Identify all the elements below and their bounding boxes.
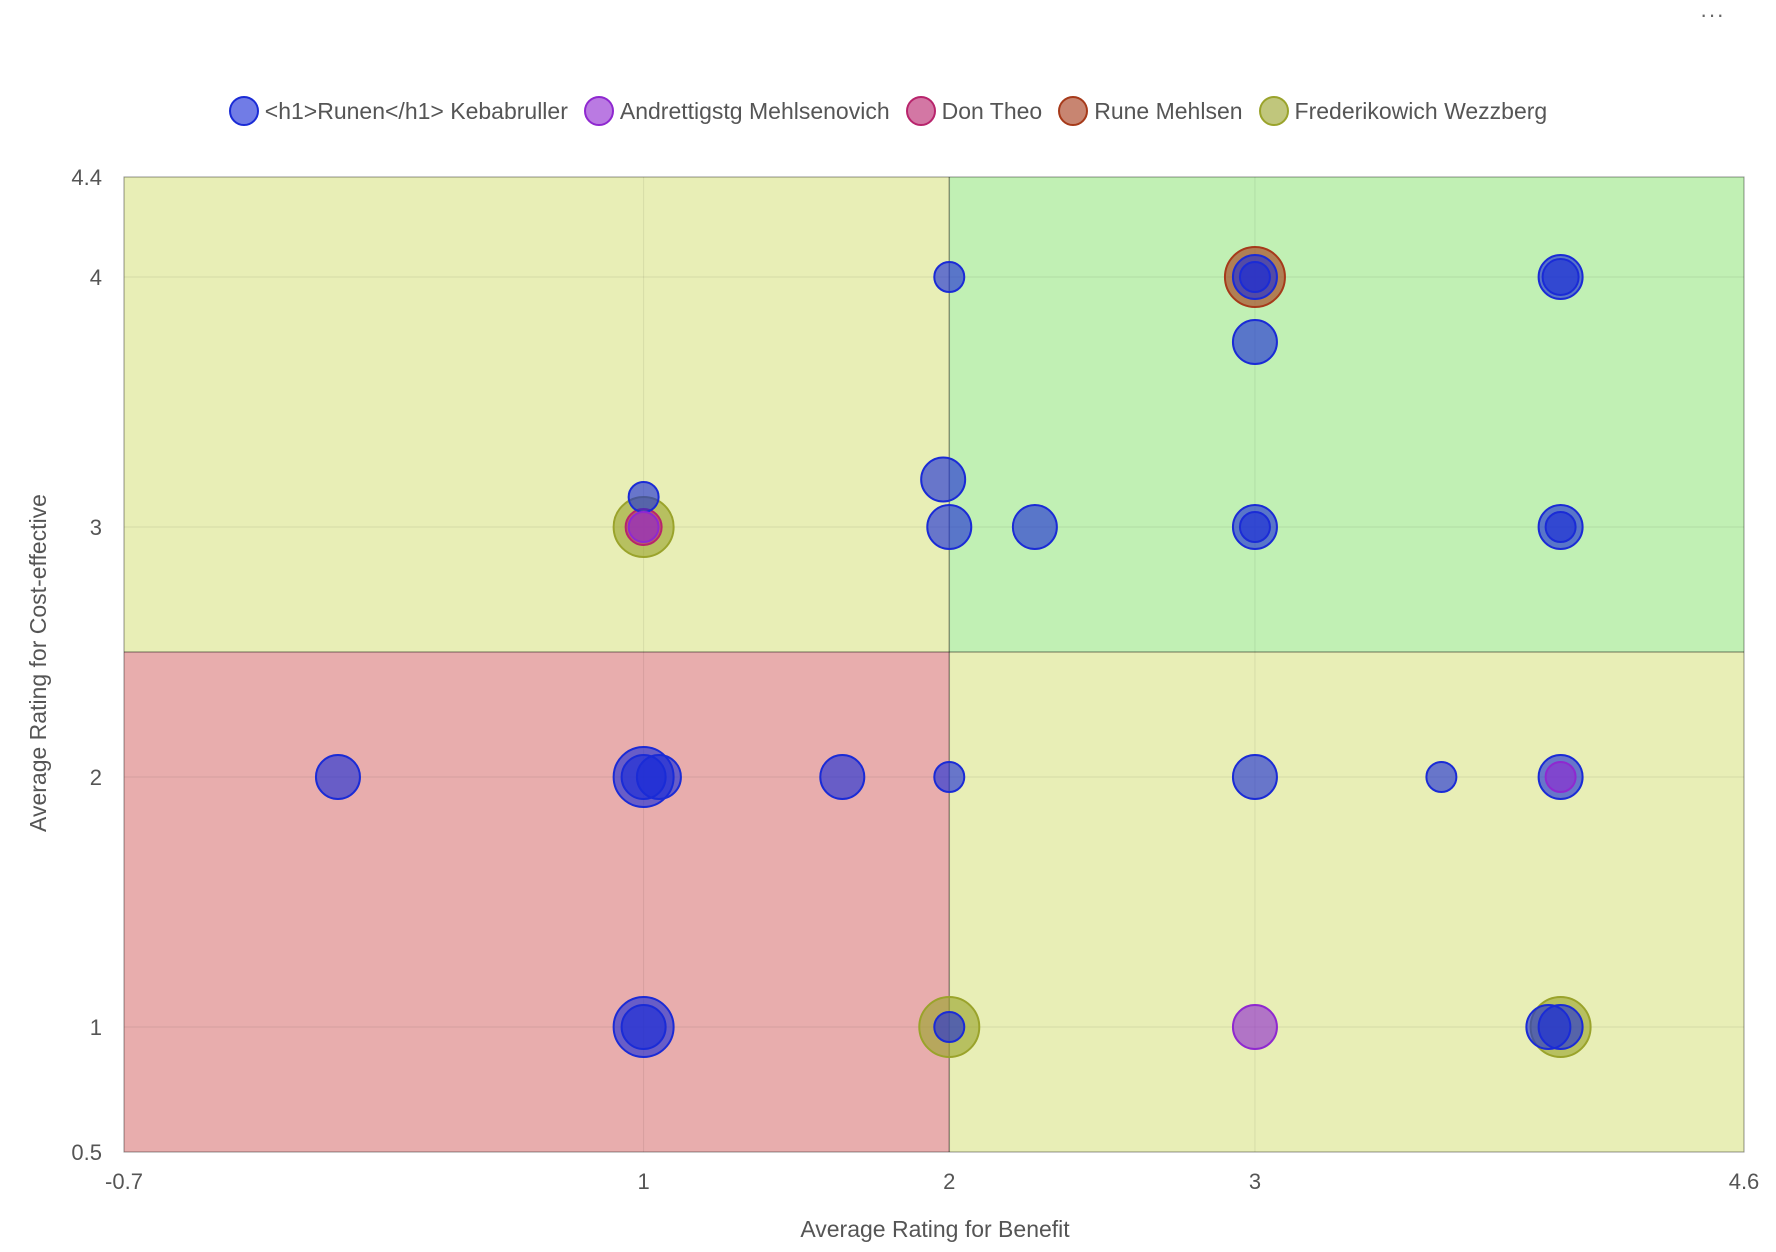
bubble-point: [819, 754, 866, 800]
bubble-point: [1231, 754, 1278, 800]
tick-labels: -0.7 1 2 3 4.6 0.5 1 2 3 4 4.4: [71, 165, 1759, 1194]
bubble-point: [314, 754, 361, 800]
y-tick-label: 2: [90, 765, 102, 790]
legend-label: Don Theo: [941, 97, 1043, 124]
x-axis-title: Average Rating for Benefit: [800, 1216, 1070, 1242]
bubble-point: [1231, 319, 1278, 365]
x-tick-label: 1: [637, 1169, 649, 1194]
bubble-point: [1011, 504, 1058, 550]
legend: <h1>Runen</h1> Kebabruller Andrettigstg M…: [0, 96, 1776, 126]
quadrant-top-left: [124, 177, 950, 652]
legend-item[interactable]: Andrettigstg Mehlsenovich: [583, 96, 890, 126]
legend-label: Andrettigstg Mehlsenovich: [619, 97, 890, 124]
bubble-point: [1231, 1004, 1278, 1050]
y-tick-label: 3: [90, 515, 102, 540]
quadrant-bottom-right: [949, 652, 1744, 1152]
chart-menu-button[interactable]: ···: [1700, 2, 1725, 27]
quadrant-backgrounds: [124, 177, 1744, 1152]
bubble-point: [627, 481, 660, 513]
legend-item[interactable]: Frederikowich Wezzberg: [1258, 96, 1548, 126]
legend-item[interactable]: Rune Mehlsen: [1058, 96, 1243, 126]
bubble-point: [1537, 1004, 1584, 1050]
y-tick-label: 1: [90, 1015, 102, 1040]
x-tick-label: 3: [1249, 1169, 1261, 1194]
bubble-point: [933, 761, 966, 793]
legend-swatch-icon: [228, 96, 259, 126]
legend-swatch-icon: [583, 96, 614, 126]
bubble-point: [620, 1004, 667, 1050]
bubble-point: [627, 511, 660, 543]
legend-item[interactable]: Don Theo: [905, 96, 1043, 126]
legend-swatch-icon: [1258, 96, 1289, 126]
bubble-point: [1238, 261, 1271, 293]
legend-swatch-icon: [1058, 96, 1089, 126]
bubble-point: [1541, 258, 1580, 296]
legend-item[interactable]: <h1>Runen</h1> Kebabruller: [228, 96, 568, 126]
y-tick-label: 4.4: [71, 165, 102, 190]
y-axis-title: Average Rating for Cost-effective: [25, 494, 51, 832]
bubble-point: [920, 456, 967, 503]
bubble-point: [933, 261, 966, 293]
bubble-point: [1544, 511, 1577, 543]
quadrant-top-right: [949, 177, 1744, 652]
bubbles: [314, 246, 1592, 1058]
bubble-point: [926, 504, 973, 550]
bubble-point: [1544, 761, 1577, 793]
x-tick-label: 2: [943, 1169, 955, 1194]
quadrant-bottom-left: [124, 652, 950, 1152]
legend-label: Rune Mehlsen: [1094, 97, 1243, 124]
x-tick-label: -0.7: [105, 1169, 143, 1194]
legend-label: <h1>Runen</h1> Kebabruller: [264, 97, 568, 124]
bubble-point: [933, 1011, 966, 1043]
bubble-point: [635, 754, 682, 800]
plot-frame: [123, 176, 1745, 1153]
legend-swatch-icon: [905, 96, 936, 126]
y-tick-label: 4: [90, 265, 102, 290]
bubble-point: [1425, 761, 1458, 793]
x-tick-label: 4.6: [1729, 1169, 1760, 1194]
bubble-point: [1238, 511, 1271, 543]
legend-label: Frederikowich Wezzberg: [1294, 97, 1548, 124]
y-tick-label: 0.5: [71, 1140, 102, 1165]
